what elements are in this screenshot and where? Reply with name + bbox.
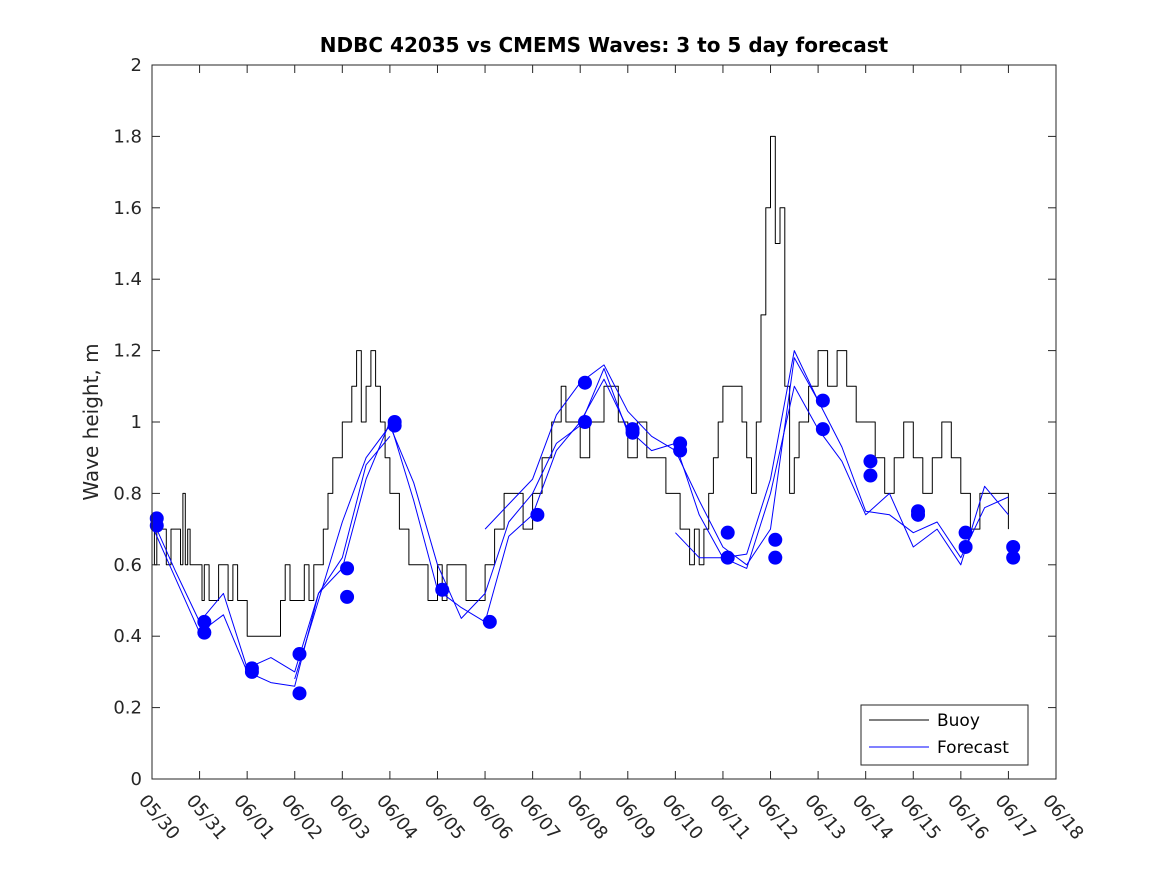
forecast-marker bbox=[911, 507, 926, 522]
forecast-marker bbox=[340, 589, 355, 604]
forecast-marker bbox=[720, 525, 735, 540]
forecast-marker bbox=[1006, 539, 1021, 554]
forecast-marker bbox=[958, 539, 973, 554]
forecast-marker bbox=[197, 614, 212, 629]
forecast-marker bbox=[530, 507, 545, 522]
forecast-marker bbox=[292, 647, 307, 662]
forecast-marker bbox=[863, 454, 878, 469]
legend-box bbox=[860, 704, 1029, 766]
forecast-ensemble-line bbox=[294, 368, 629, 680]
forecast-marker bbox=[482, 614, 497, 629]
forecast-marker bbox=[673, 443, 688, 458]
legend-buoy-label: Buoy bbox=[937, 711, 980, 731]
forecast-marker bbox=[768, 532, 783, 547]
forecast-ensemble-line bbox=[151, 435, 391, 687]
chart-title: NDBC 42035 vs CMEMS Waves: 3 to 5 day fo… bbox=[320, 33, 889, 57]
forecast-marker bbox=[577, 415, 592, 429]
forecast-marker bbox=[577, 375, 592, 390]
y-tick-label: 0.8 bbox=[113, 483, 142, 504]
forecast-marker bbox=[197, 625, 212, 640]
forecast-marker bbox=[958, 525, 973, 540]
y-tick-label: 1 bbox=[131, 412, 142, 433]
forecast-marker bbox=[292, 686, 307, 701]
legend-forecast-label: Forecast bbox=[937, 738, 1009, 758]
forecast-marker bbox=[1006, 550, 1021, 565]
y-axis-ticks: 0 0.2 0.4 0.6 0.8 1 1.2 1.4 1.6 1.8 2 bbox=[113, 55, 1056, 790]
forecast-marker bbox=[435, 582, 450, 597]
forecast-marker bbox=[149, 518, 164, 533]
y-tick-label: 2 bbox=[131, 55, 142, 76]
plot-area bbox=[149, 135, 1021, 701]
y-tick-label: 1.4 bbox=[113, 269, 142, 290]
y-tick-label: 0 bbox=[131, 769, 142, 790]
y-tick-label: 1.2 bbox=[113, 341, 142, 362]
forecast-marker bbox=[625, 425, 640, 440]
forecast-marker bbox=[340, 561, 355, 576]
forecast-marker bbox=[815, 422, 830, 437]
y-axis-label: Wave height, m bbox=[79, 343, 103, 500]
legend: Buoy Forecast bbox=[860, 704, 1029, 766]
forecast-marker bbox=[244, 664, 259, 679]
y-tick-label: 1.8 bbox=[113, 126, 142, 147]
forecast-marker bbox=[720, 550, 735, 565]
y-tick-label: 0.2 bbox=[113, 698, 142, 719]
forecast-ensemble-line bbox=[484, 357, 819, 566]
forecast-marker bbox=[815, 393, 830, 408]
forecast-marker bbox=[387, 418, 402, 433]
y-tick-label: 0.4 bbox=[113, 626, 142, 647]
forecast-marker bbox=[768, 550, 783, 565]
y-tick-label: 0.6 bbox=[113, 555, 142, 576]
y-tick-label: 1.6 bbox=[113, 198, 142, 219]
forecast-marker bbox=[863, 468, 878, 483]
